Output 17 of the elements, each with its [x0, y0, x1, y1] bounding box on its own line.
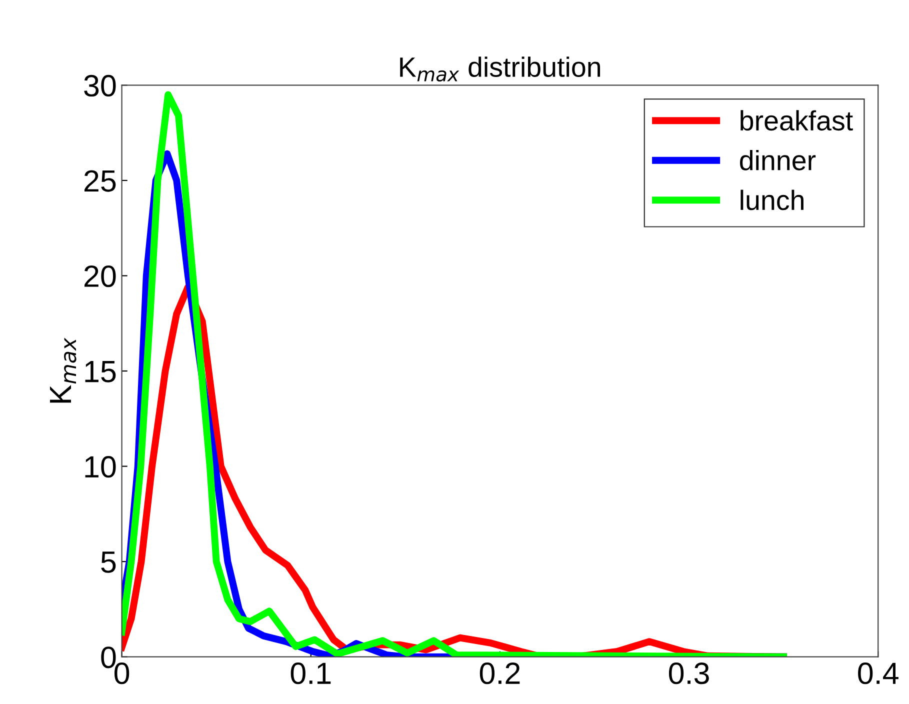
- legend-label: dinner: [740, 150, 816, 170]
- x-tick-label: 0.1: [290, 662, 331, 684]
- y-tick-label: 0: [101, 646, 116, 668]
- chart-title: K$_{max}$ distribution: [400, 56, 600, 82]
- y-tick-label: 25: [84, 170, 116, 192]
- y-tick-label: 20: [84, 265, 116, 288]
- x-tick-label: 0: [114, 662, 130, 684]
- y-tick-label: 5: [101, 552, 116, 573]
- y-axis-title: K$_{max}$: [50, 338, 76, 403]
- x-tick-label: 0.3: [668, 662, 709, 684]
- x-tick-label: 0.2: [480, 662, 520, 684]
- legend-label: lunch: [740, 190, 804, 210]
- y-tick-label: 10: [85, 456, 116, 478]
- y-tick-label: 30: [84, 74, 116, 97]
- x-tick-label: 0.4: [858, 662, 898, 684]
- legend-label: breakfast: [740, 110, 853, 131]
- y-tick-label: 15: [85, 361, 116, 382]
